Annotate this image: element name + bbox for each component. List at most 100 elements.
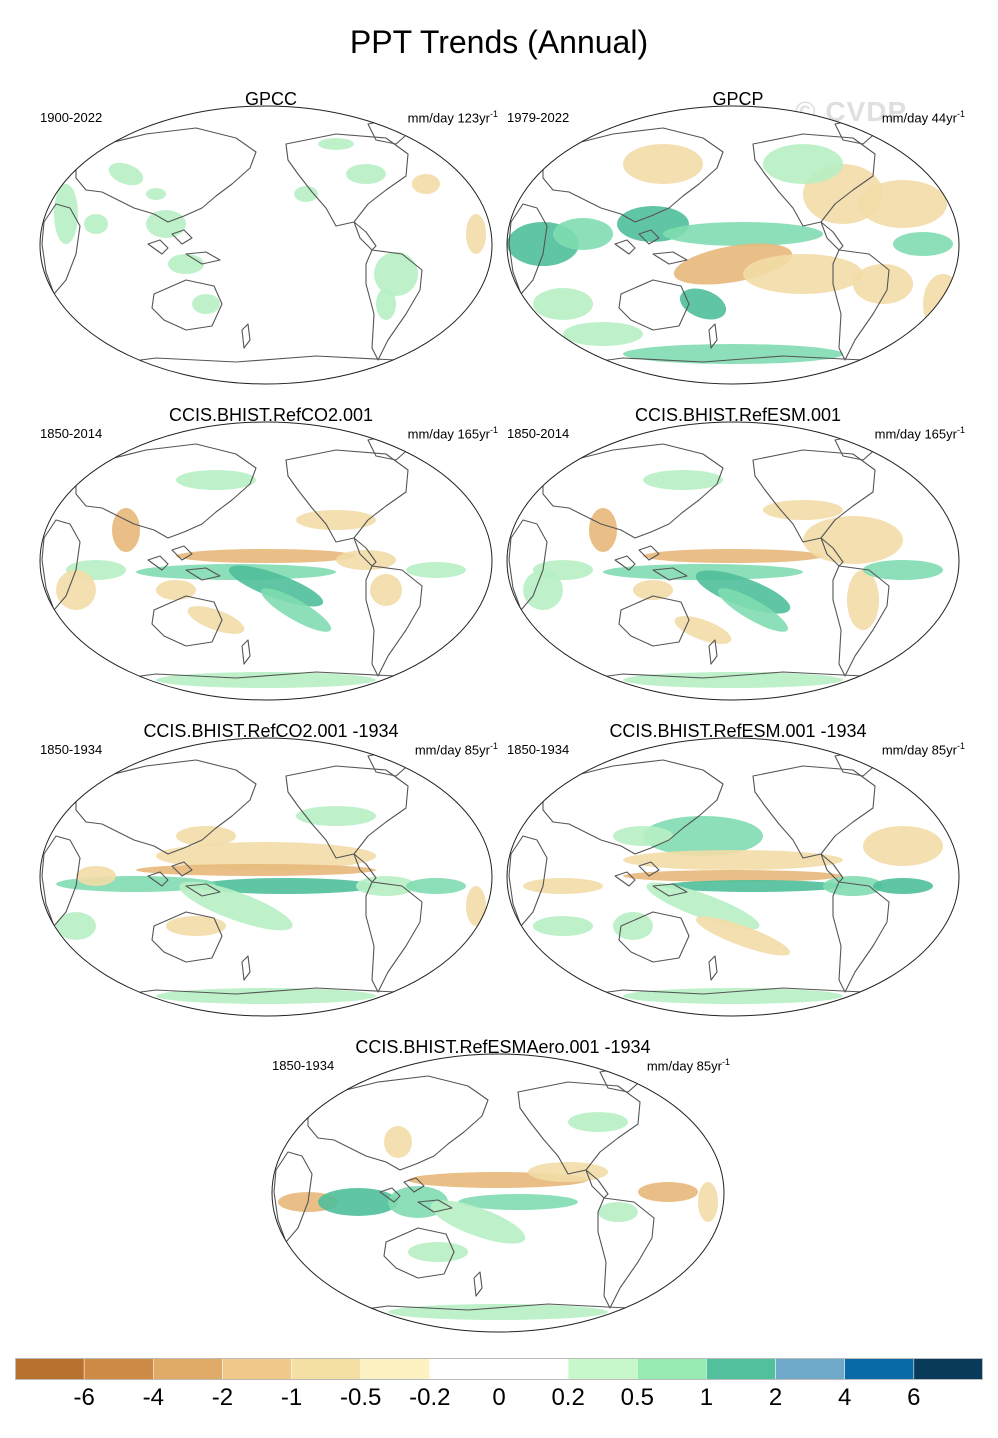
colorbar-swatch: [429, 1358, 500, 1380]
trend-anomaly-dry: [76, 866, 116, 886]
coastline: [517, 1081, 641, 1175]
period-label: 1850-2014: [40, 426, 103, 441]
coastline: [185, 251, 221, 265]
trend-anomaly-wet: [346, 164, 386, 184]
trend-anomaly-dry: [296, 510, 376, 530]
coastline: [542, 127, 724, 223]
period-label: 1850-1934: [40, 742, 103, 757]
trend-anomaly-wet: [176, 470, 256, 490]
panel-title: GPCP: [712, 89, 764, 109]
coastline: [365, 565, 423, 677]
trend-anomaly-dry: [384, 1126, 412, 1158]
colorbar-swatch: [567, 1358, 638, 1380]
units-label: mm/day 44yr-1: [882, 106, 965, 126]
map-projection: [39, 105, 493, 385]
trend-anomaly-dry-strong: [623, 870, 843, 882]
trend-anomaly-dry: [695, 916, 791, 956]
coastline: [618, 911, 690, 963]
colorbar-tick-label: 0.2: [551, 1384, 585, 1411]
map-projection: [271, 1053, 725, 1333]
trend-anomaly-wet-mid: [458, 1194, 578, 1210]
trend-anomaly-dry: [156, 842, 376, 870]
coastline: [365, 249, 423, 361]
colorbar-swatch: [222, 1358, 292, 1380]
period-label: 1850-1934: [272, 1058, 335, 1073]
colorbar-swatch: [83, 1358, 154, 1380]
trend-anomaly-wet-strong: [196, 878, 376, 894]
trend-anomaly-dry: [523, 878, 603, 894]
trend-anomaly-wet-strong: [679, 288, 727, 320]
trend-anomaly-dry: [763, 500, 843, 520]
coastline: [147, 871, 169, 887]
map-border: [506, 105, 960, 385]
coastline: [708, 955, 718, 981]
map-panel-6: CCIS.BHIST.RefESM.001 -1934 1850-1934 mm/d…: [503, 720, 973, 1020]
map-border: [39, 421, 493, 701]
map-panel-1: GPCC 1900-2022 mm/day 123yr-1: [36, 88, 506, 388]
coastline: [614, 555, 636, 571]
coastline: [273, 1151, 313, 1243]
coastline: [353, 221, 377, 251]
trend-anomaly-wet: [613, 912, 653, 940]
coastline: [752, 449, 876, 543]
coastline: [151, 595, 223, 647]
trend-anomaly-wet-strong: [695, 570, 791, 614]
panel-title: GPCC: [244, 89, 297, 109]
colorbar-tick-label: -0.2: [409, 1384, 451, 1411]
trend-anomaly-wet: [388, 1304, 608, 1320]
units-label: mm/day 165yr-1: [408, 422, 498, 442]
coastline: [417, 1199, 453, 1213]
trend-anomaly-wet-mid: [663, 222, 823, 246]
trend-anomaly-dry-strong: [176, 549, 356, 563]
trend-anomaly-wet: [376, 288, 396, 320]
units-exponent: -1: [489, 109, 498, 119]
coastline: [652, 567, 688, 581]
colorbar-swatch: [291, 1358, 361, 1380]
coastline: [638, 545, 660, 561]
map-border: [271, 1053, 725, 1333]
coastline: [638, 861, 660, 877]
coastline: [708, 639, 718, 665]
trend-anomaly-wet-mid: [623, 344, 843, 364]
units-text: mm/day 123yr: [407, 110, 490, 126]
coastline: [820, 221, 844, 251]
map-panel-3: CCIS.BHIST.RefCO2.001 1850-2014 mm/day 165…: [36, 404, 506, 704]
units-label: mm/day 123yr-1: [408, 106, 498, 126]
trend-anomaly-wet: [156, 672, 376, 688]
trend-anomaly-wet-mid: [718, 588, 788, 632]
coastline: [41, 835, 81, 927]
coastline: [752, 133, 876, 227]
trend-anomaly-wet: [408, 1242, 468, 1262]
coastline: [171, 861, 193, 877]
coastline: [151, 911, 223, 963]
trend-anomaly-dry: [674, 616, 732, 644]
units-exponent: -1: [956, 109, 965, 119]
trend-anomaly-wet-mid: [863, 560, 943, 580]
figure-title: PPT Trends (Annual): [349, 24, 649, 60]
trend-anomaly-dry-strong: [589, 508, 617, 552]
trend-anomaly-wet: [406, 562, 466, 578]
coastline: [508, 519, 548, 611]
map-projection: [506, 421, 960, 701]
units-exponent: -1: [956, 741, 965, 751]
units-text: mm/day 85yr: [414, 742, 490, 758]
trend-anomaly-wet: [623, 988, 843, 1004]
trend-anomaly-wet: [568, 1112, 628, 1132]
coastline: [614, 871, 636, 887]
coastline: [185, 567, 221, 581]
units-exponent: -1: [489, 425, 498, 435]
panel-title: CCIS.BHIST.RefCO2.001 -1934: [143, 721, 399, 741]
colorbar-swatch: [15, 1358, 85, 1380]
coastline: [41, 203, 81, 295]
trend-anomaly-dry: [863, 826, 943, 866]
units-label: mm/day 85yr-1: [415, 738, 498, 758]
trend-anomaly-wet: [146, 188, 166, 200]
coastline: [285, 133, 409, 227]
trend-anomaly-dry: [412, 174, 440, 194]
coastline: [241, 955, 251, 981]
trend-anomaly-dry: [923, 274, 959, 334]
map-panel-7: CCIS.BHIST.RefESMAero.001 -1934 1850-1934…: [268, 1036, 738, 1336]
colorbar-tick-label: -0.5: [340, 1384, 382, 1411]
trend-anomaly-dry: [166, 916, 226, 936]
trend-anomaly-wet: [563, 322, 643, 346]
